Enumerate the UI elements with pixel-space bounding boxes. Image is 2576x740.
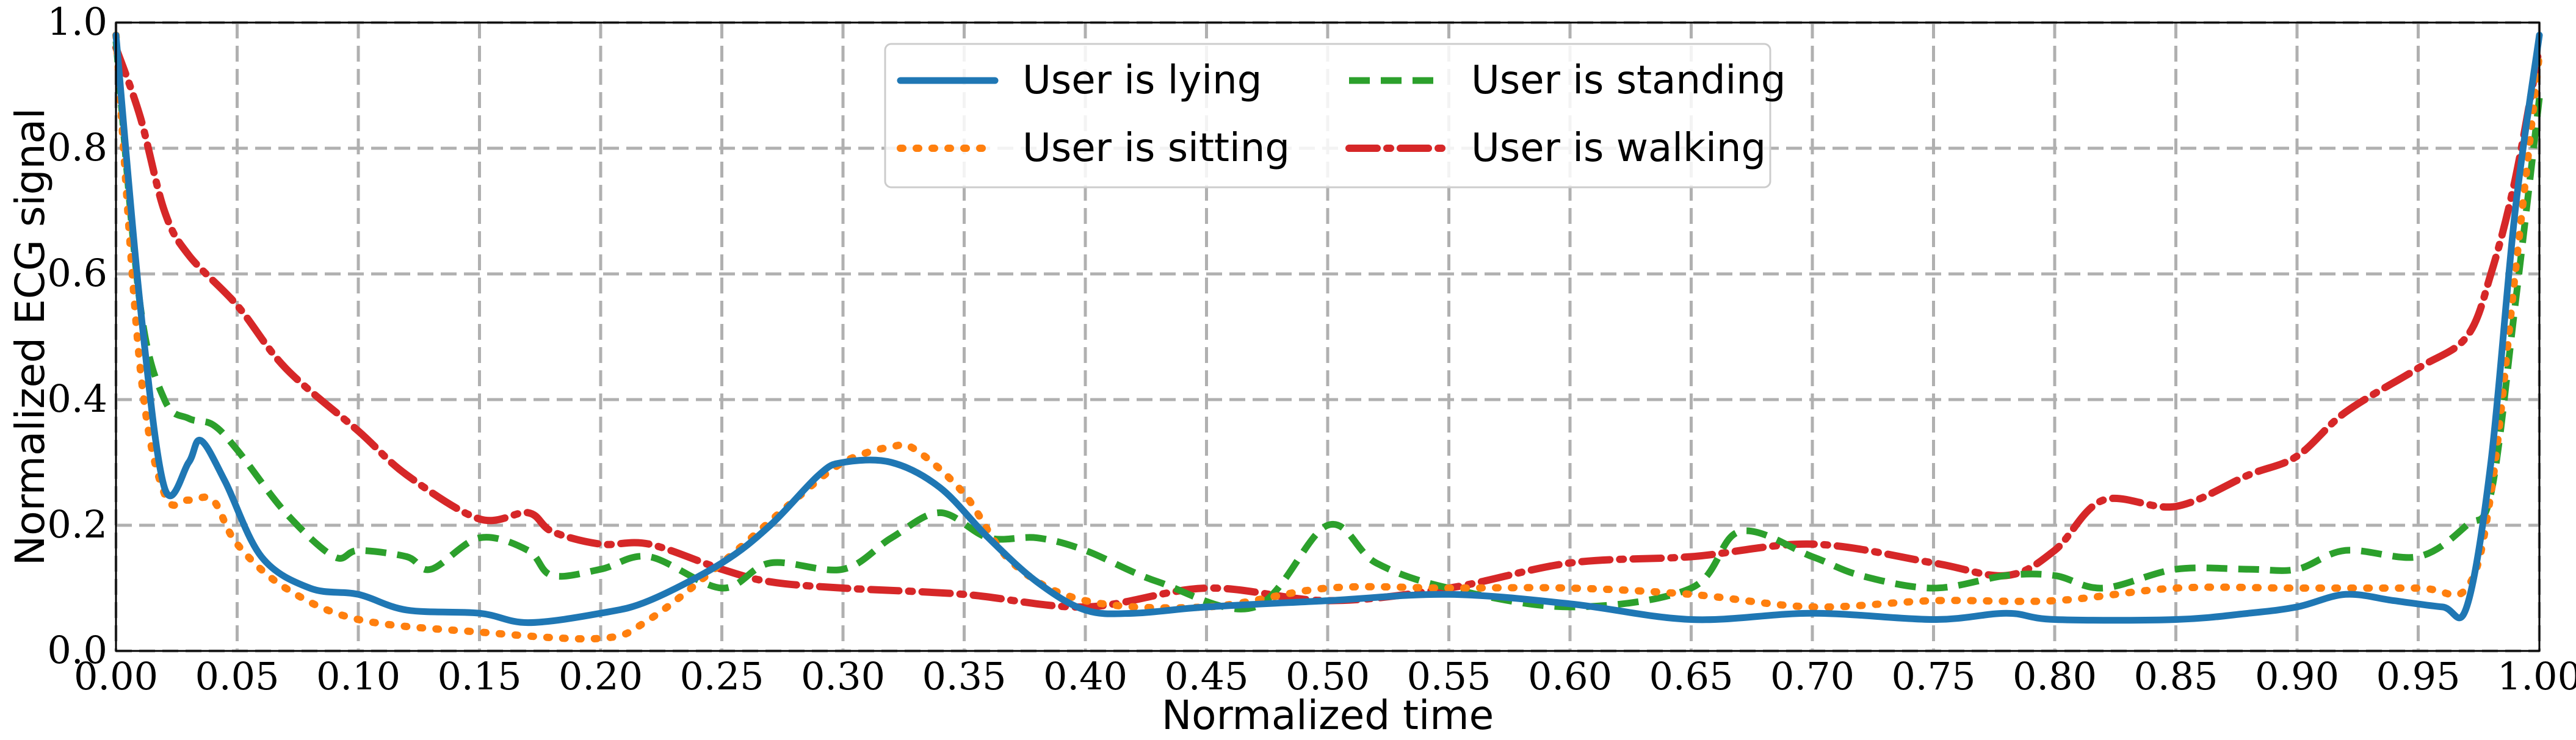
tick-labels: 0.00 0.05 0.10 0.15 0.20 0.25 0.30 0.35 0.40 0.45… [47, 0, 2576, 699]
x-tick-label: 0.35 [922, 654, 1006, 699]
series-lines [112, 31, 2543, 643]
y-tick-label: 0.8 [47, 125, 107, 170]
x-tick-label: 0.50 [1286, 654, 1370, 699]
x-tick-label: 0.70 [1770, 654, 1854, 699]
y-tick-label: 1.0 [47, 0, 107, 44]
y-tick-label: 0.4 [47, 376, 107, 421]
x-tick-label: 0.30 [801, 654, 885, 699]
x-tick-label: 0.80 [2013, 654, 2097, 699]
series-line-standing [112, 41, 2543, 612]
plot-frame [115, 21, 2541, 652]
x-tick-label: 0.90 [2255, 654, 2339, 699]
x-tick-label: 0.55 [1406, 654, 1491, 699]
y-axis-label: Normalized ECG signal [7, 108, 54, 566]
series-line-sitting [112, 31, 2543, 643]
x-tick-label: 0.65 [1649, 654, 1733, 699]
legend-label-standing: User is standing [1471, 58, 1786, 103]
y-tick-label: 0.0 [47, 628, 107, 672]
legend-label-walking: User is walking [1471, 126, 1766, 171]
x-tick-label: 0.95 [2376, 654, 2460, 699]
x-tick-label: 0.85 [2133, 654, 2218, 699]
x-tick-label: 0.40 [1043, 654, 1127, 699]
x-tick-label: 0.05 [195, 654, 279, 699]
legend-label-sitting: User is sitting [1022, 126, 1290, 171]
x-tick-label: 1.00 [2497, 654, 2576, 699]
legend-box [884, 43, 1771, 189]
y-tick-label: 0.2 [47, 502, 107, 547]
y-tick-label: 0.6 [47, 251, 107, 295]
x-tick-label: 0.00 [74, 654, 158, 699]
series-line-lying [112, 32, 2543, 627]
x-tick-label: 0.20 [559, 654, 643, 699]
x-tick-label: 0.60 [1528, 654, 1612, 699]
x-tick-label: 0.10 [316, 654, 400, 699]
legend-label-lying: User is lying [1022, 58, 1262, 103]
legend: User is lying User is sitting User is st… [884, 43, 1786, 189]
x-tick-label: 0.75 [1891, 654, 1975, 699]
x-tick-label: 0.25 [679, 654, 764, 699]
x-tick-label: 0.15 [437, 654, 521, 699]
x-axis-label: Normalized time [1162, 692, 1494, 739]
series-line-walking [112, 44, 2543, 611]
x-tick-label: 0.45 [1164, 654, 1248, 699]
